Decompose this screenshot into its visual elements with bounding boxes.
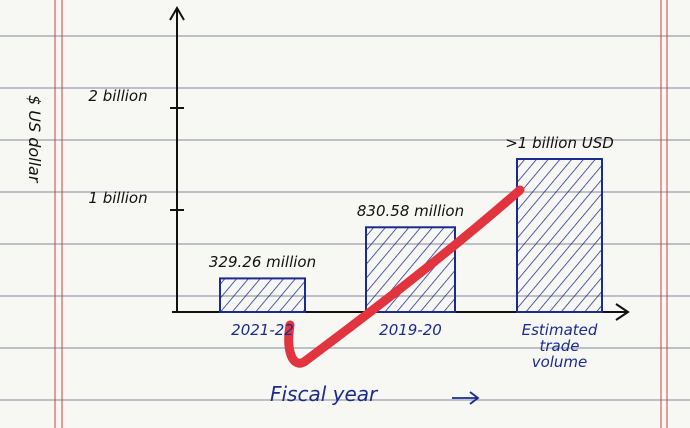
bar	[517, 159, 602, 312]
y-tick-label: 2 billion	[88, 88, 148, 104]
x-arrow	[452, 392, 478, 404]
x-tick-label: 2019-20	[361, 322, 461, 338]
page: $ US dollar Fiscal year (() => { const d…	[0, 0, 690, 428]
value-label: 329.26 million	[173, 254, 353, 270]
value-label: >1 billion USD	[470, 135, 650, 151]
bar	[220, 278, 305, 312]
x-axis-label: Fiscal year	[270, 386, 377, 402]
value-label: 830.58 million	[321, 203, 501, 219]
y-tick-label: 1 billion	[88, 190, 148, 206]
y-axis-label: $ US dollar	[26, 95, 42, 182]
x-tick-label: 2021-22	[213, 322, 313, 338]
x-tick-label: Estimated trade volume	[510, 322, 610, 370]
